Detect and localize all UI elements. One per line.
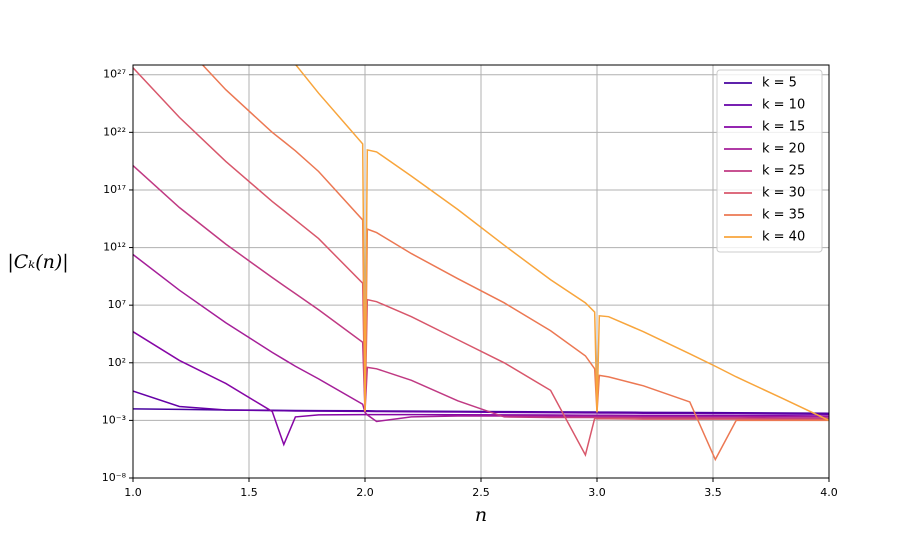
ticks: 1.0 1.5 2.0 2.5 3.0 3.5 4.0 10⁻⁸ 10⁻³ 10² 10⁷ 10¹² 1… <box>102 68 838 499</box>
x-tick-label: 1.0 <box>124 486 142 499</box>
legend-label: k = 35 <box>762 208 805 223</box>
series-line <box>133 253 829 423</box>
y-tick-label: 10⁻³ <box>102 413 126 426</box>
y-tick-label: 10⁷ <box>108 298 126 311</box>
series-line <box>133 331 829 447</box>
legend: k = 5 k = 10 k = 15 k = 20 k = 25 k = 30 k = 3… <box>716 69 823 253</box>
series-line <box>133 165 829 420</box>
legend-label: k = 10 <box>762 98 805 113</box>
y-tick-label: 10¹² <box>103 241 126 254</box>
legend-box <box>716 69 823 253</box>
legend-label: k = 25 <box>762 164 805 179</box>
y-axis-label: |Cₖ(n)| <box>7 251 68 273</box>
y-tick-label: 10²⁷ <box>103 68 126 81</box>
y-tick-label: 10¹⁷ <box>103 183 126 196</box>
x-tick-label: 2.0 <box>356 486 374 499</box>
x-tick-label: 3.0 <box>588 486 606 499</box>
series-line <box>133 390 829 416</box>
y-tick-label: 10² <box>108 356 126 369</box>
y-tick-label: 10²² <box>103 125 126 138</box>
series-line <box>201 65 829 462</box>
legend-label: k = 20 <box>762 142 805 157</box>
x-tick-label: 2.5 <box>472 486 490 499</box>
plot-lines <box>133 65 829 462</box>
x-tick-label: 3.5 <box>704 486 722 499</box>
x-tick-label: 4.0 <box>820 486 838 499</box>
series-line <box>294 65 829 422</box>
x-tick-label: 1.5 <box>240 486 258 499</box>
y-tick-label: 10⁻⁸ <box>102 471 127 484</box>
legend-label: k = 5 <box>762 76 797 91</box>
legend-label: k = 15 <box>762 120 805 135</box>
x-axis-label: n <box>475 504 487 526</box>
legend-label: k = 40 <box>762 230 805 245</box>
series-line <box>133 67 829 458</box>
legend-label: k = 30 <box>762 186 805 201</box>
